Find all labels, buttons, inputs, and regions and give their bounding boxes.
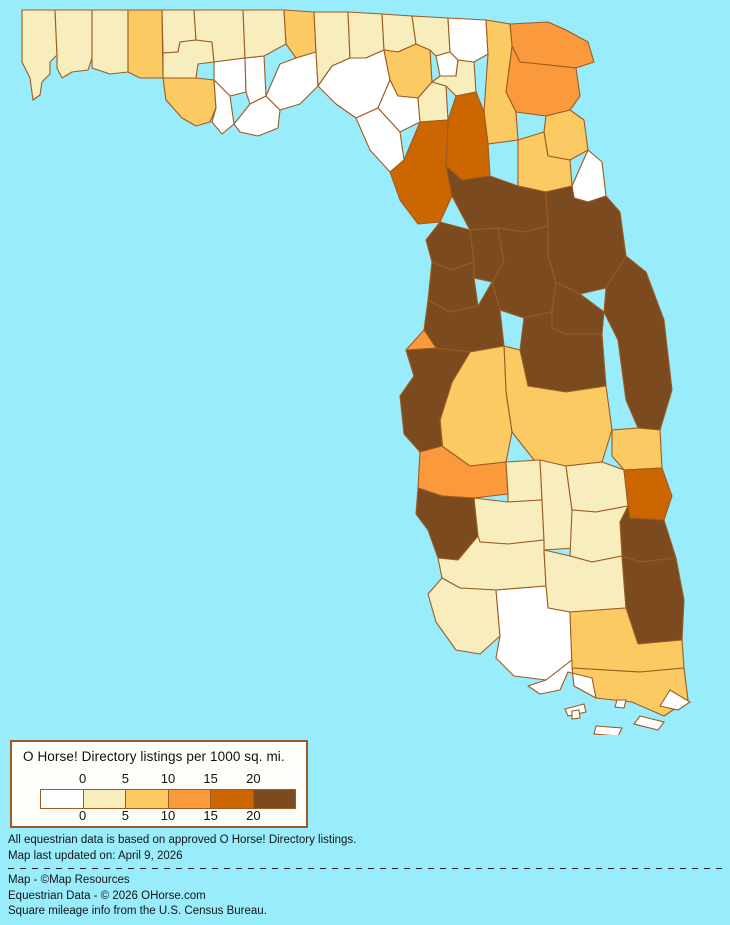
county-clay[interactable]	[483, 19, 519, 145]
county-baker[interactable]	[447, 17, 489, 63]
florida-choropleth-map	[21, 9, 692, 735]
county-liberty[interactable]	[244, 55, 267, 105]
county-gulf[interactable]	[211, 79, 235, 135]
footer-credit-1: Equestrian Data - © 2026 OHorse.com	[8, 889, 206, 902]
county-okeechobee[interactable]	[565, 461, 629, 513]
legend-swatch-4[interactable]	[211, 790, 254, 808]
legend-color-scale	[40, 789, 296, 809]
legend-swatch-5[interactable]	[253, 790, 295, 808]
county-gadsden[interactable]	[242, 9, 287, 59]
footer-note-0: All equestrian data is based on approved…	[8, 834, 357, 846]
county-walton[interactable]	[127, 9, 164, 79]
legend-tick-bottom-4: 20	[246, 808, 261, 823]
county-polygons	[21, 9, 689, 717]
key-west	[571, 709, 581, 720]
florida-keys	[564, 689, 692, 735]
county-madison[interactable]	[347, 11, 385, 59]
legend-title: O Horse! Directory listings per 1000 sq.…	[23, 749, 285, 764]
key-chain-upper	[633, 715, 665, 731]
county-lee[interactable]	[427, 577, 501, 655]
legend-tick-bottom-0: 0	[79, 808, 87, 823]
legend-tick-top-1: 5	[121, 771, 129, 786]
legend-swatch-1[interactable]	[83, 790, 126, 808]
legend-tick-bottom-2: 10	[160, 808, 176, 823]
key-marathon	[614, 699, 627, 709]
footer-note-1: Map last updated on: April 9, 2026	[8, 849, 183, 862]
county-calhoun[interactable]	[213, 57, 247, 97]
footer-credit-2: Square mileage info from the U.S. Census…	[8, 905, 267, 917]
county-santa-rosa[interactable]	[54, 9, 93, 79]
county-okaloosa[interactable]	[91, 9, 129, 75]
county-lake[interactable]	[491, 225, 557, 319]
county-hardee[interactable]	[505, 459, 543, 503]
legend-tick-top-0: 0	[79, 771, 87, 786]
county-glades[interactable]	[569, 505, 629, 563]
county-gilchrist[interactable]	[417, 81, 449, 123]
legend-tick-bottom-3: 15	[203, 808, 218, 823]
legend-ticks-bottom: 0 5 10 15 20	[40, 808, 296, 823]
footer-credit-0: Map - ©Map Resources	[8, 874, 130, 886]
legend-swatch-3[interactable]	[168, 790, 211, 808]
legend-tick-top-4: 20	[246, 771, 261, 786]
map-legend: O Horse! Directory listings per 1000 sq.…	[10, 740, 308, 828]
key-chain-mid	[593, 725, 623, 735]
legend-tick-bottom-1: 5	[121, 808, 129, 823]
footer-divider	[8, 868, 722, 869]
legend-ticks-top: 0 5 10 15 20	[40, 771, 296, 786]
county-indian-river[interactable]	[611, 427, 663, 471]
county-st-lucie[interactable]	[623, 467, 673, 521]
county-desoto[interactable]	[473, 497, 545, 545]
key-largo	[659, 689, 692, 711]
legend-tick-top-3: 15	[203, 771, 218, 786]
county-franklin[interactable]	[233, 95, 281, 137]
county-bay[interactable]	[162, 77, 217, 127]
map-footer: All equestrian data is based on approved…	[8, 833, 722, 920]
legend-tick-top-2: 10	[160, 771, 176, 786]
county-monroe-mainland[interactable]	[527, 659, 597, 699]
county-levy[interactable]	[389, 119, 453, 225]
legend-swatch-2[interactable]	[126, 790, 169, 808]
county-st-johns[interactable]	[543, 109, 589, 161]
legend-swatch-0[interactable]	[41, 790, 84, 808]
